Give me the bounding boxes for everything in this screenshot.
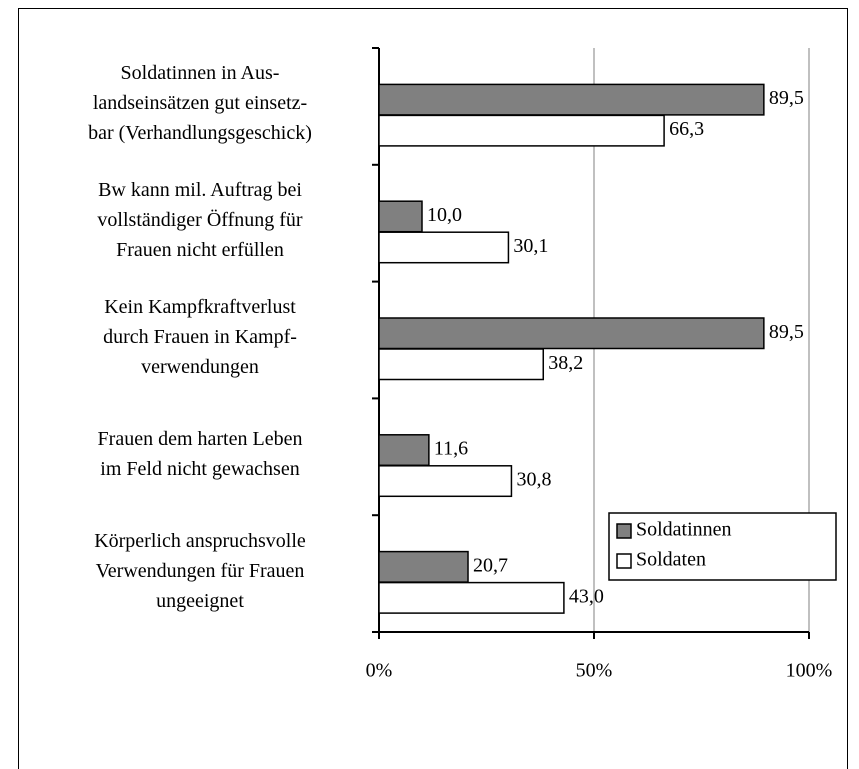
frame [18,8,848,769]
category-label: Kein Kampfkraftverlust durch Frauen in K… [103,296,297,378]
value-label: 66,3 [669,118,704,140]
value-label: 30,8 [516,469,551,491]
legend-marker [616,523,632,539]
value-label: 10,0 [427,204,462,226]
x-tick-label: 50% [576,660,613,682]
legend-box [608,512,837,581]
bar [378,317,765,350]
bar [378,114,665,147]
bar [378,550,469,583]
bar [378,231,510,264]
bar [378,434,430,467]
category-label: Soldatinnen in Aus- landseinsätzen gut e… [88,62,312,145]
legend-marker [616,553,632,569]
value-label: 43,0 [569,585,604,607]
x-tick-label: 0% [366,660,393,682]
category-label: Bw kann mil. Auftrag bei vollständiger Ö… [97,179,303,262]
value-label: 89,5 [769,87,804,109]
value-label: 89,5 [769,321,804,343]
bar [378,465,513,498]
value-label: 20,7 [473,554,508,576]
bar [378,200,423,233]
value-label: 38,2 [548,352,583,374]
bar [378,581,565,614]
x-tick-label: 100% [786,660,833,682]
legend-label: Soldatinnen [636,519,732,541]
legend-label: Soldaten [636,549,706,571]
category-label: Frauen dem harten Leben im Feld nicht ge… [97,427,303,480]
value-label: 30,1 [513,235,548,257]
bar [378,83,765,116]
value-label: 11,6 [434,438,468,460]
bar [378,348,545,381]
category-label: Körperlich anspruchsvolle Verwendungen f… [94,529,306,612]
